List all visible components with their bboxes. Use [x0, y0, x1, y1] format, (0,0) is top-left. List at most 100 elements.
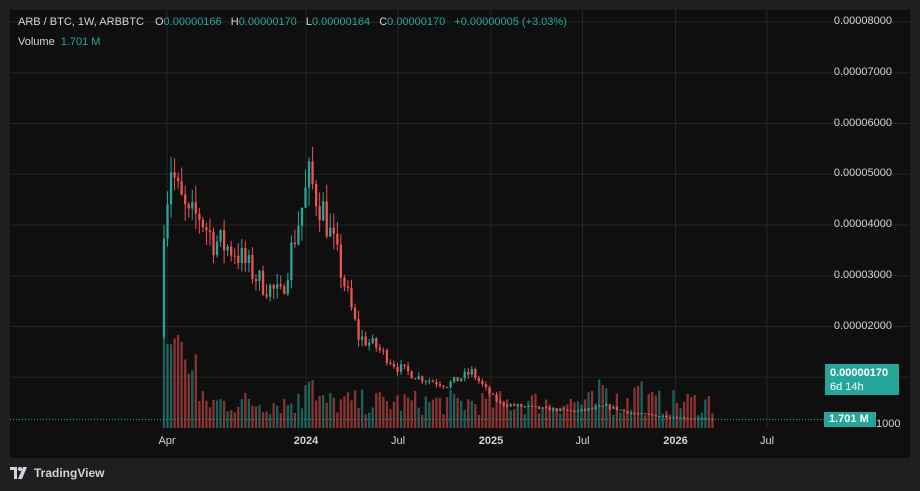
volume-bar [293, 412, 297, 428]
volume-bar [343, 396, 346, 428]
volume-bar [399, 410, 403, 428]
candle-body [544, 407, 548, 409]
candle-body [428, 380, 431, 382]
candle-body [573, 410, 576, 412]
brand-name: TradingView [34, 466, 105, 480]
candle-body [452, 377, 456, 382]
volume-bar [449, 390, 452, 428]
bar-countdown: 6d 14h [830, 381, 864, 393]
chart-panel[interactable] [10, 10, 910, 458]
candle-body [707, 418, 711, 420]
volume-bar [668, 414, 672, 428]
candle-body [406, 365, 410, 372]
candle-body [297, 225, 300, 245]
candle-body [435, 381, 438, 385]
volume-legend: Volume 1.701 M [18, 36, 100, 48]
volume-bar [452, 393, 456, 428]
volume-bar [594, 403, 597, 428]
open-label: O [154, 16, 164, 28]
candle-body [548, 407, 551, 411]
candle-body [431, 380, 435, 382]
volume-bar [212, 399, 215, 428]
price-tick-label: 0.00003000 [833, 268, 892, 281]
candle-body [272, 285, 275, 289]
candle-body [484, 384, 488, 388]
candle-body [654, 415, 657, 417]
candle-body [583, 409, 587, 411]
volume-bar [368, 412, 371, 428]
candle-body [329, 227, 332, 237]
volume-bar [460, 400, 463, 428]
candle-body [286, 280, 289, 294]
volume-bar [215, 400, 219, 428]
candle-body [516, 404, 519, 406]
candle-body [509, 404, 512, 407]
volume-bar [658, 390, 661, 428]
volume-bar [268, 414, 272, 428]
tradingview-logo-icon [10, 467, 27, 479]
candle-body [325, 201, 328, 237]
volume-bar [534, 393, 537, 428]
candle-body [421, 376, 424, 382]
volume-bar [576, 401, 580, 428]
volume-bar [644, 415, 647, 428]
tradingview-logo[interactable]: TradingView [10, 464, 104, 482]
candle-body [460, 378, 463, 382]
volume-bar [290, 403, 293, 428]
volume-bar [491, 407, 495, 428]
volume-bar [682, 401, 686, 428]
candle-body [176, 177, 180, 182]
volume-bar [244, 392, 247, 428]
price-tick-label: 0.00007000 [833, 65, 892, 78]
volume-bar [353, 390, 357, 428]
volume-bar [389, 409, 392, 428]
candle-body [467, 371, 470, 375]
candle-body [399, 364, 403, 372]
high-label: H [230, 16, 239, 28]
volume-bar [219, 398, 222, 428]
candle-body [201, 219, 205, 228]
candle-body [268, 285, 272, 297]
volume-bar [580, 404, 583, 428]
candle-body [697, 418, 700, 420]
volume-bar [226, 411, 229, 428]
candle-body [403, 364, 406, 366]
volume-bar [544, 399, 548, 428]
candle-body [396, 366, 399, 372]
volume-bar [166, 343, 169, 428]
volume-bar [654, 395, 657, 428]
volume-bar [222, 400, 226, 428]
candle-body [247, 255, 251, 263]
candle-body [169, 172, 173, 205]
candle-body [566, 409, 569, 411]
candle-body [254, 279, 258, 282]
volume-bar [304, 385, 307, 428]
candle-body [456, 377, 459, 382]
candle-body [283, 286, 286, 294]
candle-body [640, 413, 643, 415]
candle-body [191, 202, 194, 209]
volume-bar [180, 341, 183, 428]
volume-bar [608, 408, 611, 428]
volume-bar [566, 404, 569, 428]
candle-body [615, 406, 619, 411]
candle-body [265, 294, 268, 297]
candle-body [180, 181, 183, 195]
candle-body [233, 255, 236, 257]
volume-bar [385, 401, 389, 428]
volume-bar [690, 397, 693, 428]
candle-body [506, 405, 509, 407]
volume-bar [378, 392, 381, 428]
volume-bar [371, 407, 374, 428]
volume-bar [488, 390, 491, 428]
candle-body [343, 277, 346, 287]
price-chart[interactable] [10, 10, 910, 458]
candle-body [392, 363, 396, 367]
time-tick-label: 2025 [478, 435, 504, 447]
candle-body [491, 393, 495, 395]
candle-body [318, 206, 321, 221]
candle-body [612, 406, 615, 409]
volume-bar [428, 402, 431, 428]
candle-body [346, 286, 350, 288]
